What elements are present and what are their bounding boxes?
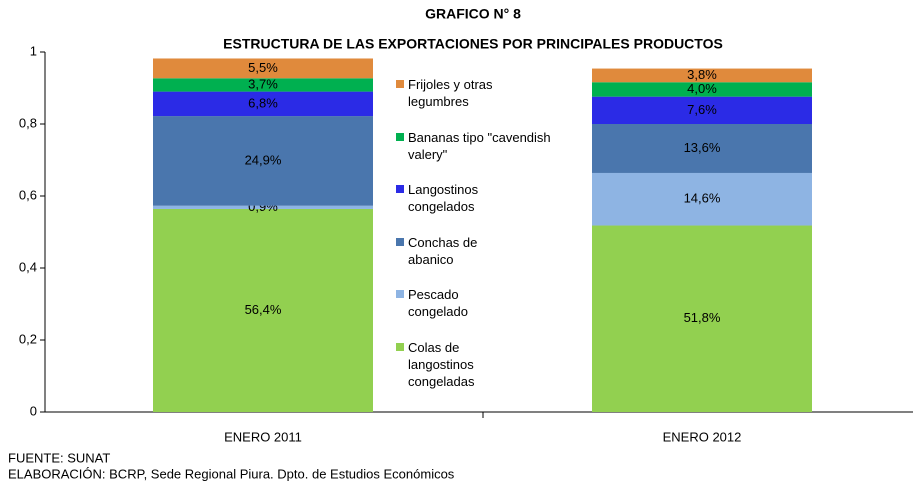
legend-swatch bbox=[396, 132, 404, 141]
data-label: 14,6% bbox=[684, 191, 721, 206]
y-tick-label: 0,6 bbox=[19, 187, 37, 202]
bar-segment bbox=[592, 172, 812, 226]
data-label: 13,6% bbox=[684, 140, 721, 155]
bar-segment bbox=[592, 225, 812, 412]
data-label: 7,6% bbox=[687, 102, 717, 117]
bar-segment bbox=[153, 116, 373, 206]
data-label: 3,8% bbox=[687, 67, 717, 82]
source: FUENTE: SUNAT bbox=[8, 450, 110, 465]
bar-segment bbox=[592, 124, 812, 173]
data-label: 4,0% bbox=[687, 81, 717, 96]
data-label: 24,9% bbox=[245, 152, 282, 167]
legend-label: Frijoles y otras legumbres bbox=[408, 77, 493, 109]
legend-label: Colas de langostinos congeladas bbox=[408, 339, 475, 389]
legend-label: Langostinos congelados bbox=[408, 182, 479, 215]
bar-segment bbox=[592, 82, 812, 97]
note: ELABORACIÓN: BCRP, Sede Regional Piura. … bbox=[8, 466, 455, 481]
legend-label: Bananas tipo "cavendish valery" bbox=[408, 129, 551, 162]
x-tick-label: ENERO 2012 bbox=[663, 429, 742, 444]
y-tick-label: 0 bbox=[30, 403, 37, 418]
legend-swatch bbox=[396, 185, 404, 194]
legend-item: Conchas de abanico bbox=[396, 234, 566, 287]
data-label: 56,4% bbox=[245, 302, 282, 317]
legend: Frijoles y otras legumbres Bananas tipo "… bbox=[396, 76, 566, 392]
bar-segment bbox=[592, 96, 812, 124]
bar-segment bbox=[153, 91, 373, 117]
legend-item: Colas de langostinos congeladas bbox=[396, 339, 566, 392]
legend-label: Conchas de abanico bbox=[408, 234, 478, 267]
bar-segment bbox=[153, 78, 373, 92]
data-label: 3,7% bbox=[248, 76, 278, 91]
y-tick-label: 1 bbox=[30, 43, 37, 58]
legend-item: Pescado congelado bbox=[396, 286, 566, 339]
y-tick-label: 0,4 bbox=[19, 259, 37, 274]
data-label: 51,8% bbox=[684, 310, 721, 325]
x-tick-label: ENERO 2011 bbox=[224, 429, 302, 444]
legend-item: Frijoles y otras legumbres bbox=[396, 76, 566, 129]
data-label: 6,8% bbox=[248, 95, 278, 110]
legend-swatch bbox=[396, 342, 404, 351]
bar-segment bbox=[153, 205, 373, 209]
legend-item: Bananas tipo "cavendish valery" bbox=[396, 129, 566, 182]
y-tick-label: 0,8 bbox=[19, 115, 37, 130]
legend-swatch bbox=[396, 290, 404, 299]
legend-swatch bbox=[396, 237, 404, 246]
data-label: 5,5% bbox=[248, 60, 278, 75]
y-tick-label: 0,2 bbox=[19, 331, 37, 346]
chart-subtitle: ESTRUCTURA DE LAS EXPORTACIONES POR PRIN… bbox=[223, 36, 723, 52]
bar-segment bbox=[153, 58, 373, 79]
legend-swatch bbox=[396, 80, 404, 88]
bar-segment bbox=[153, 208, 373, 412]
legend-label: Pescado congelado bbox=[408, 287, 468, 320]
legend-item: Langostinos congelados bbox=[396, 181, 566, 234]
chart-title: GRAFICO N° 8 bbox=[425, 6, 521, 22]
bar-segment bbox=[592, 68, 812, 83]
